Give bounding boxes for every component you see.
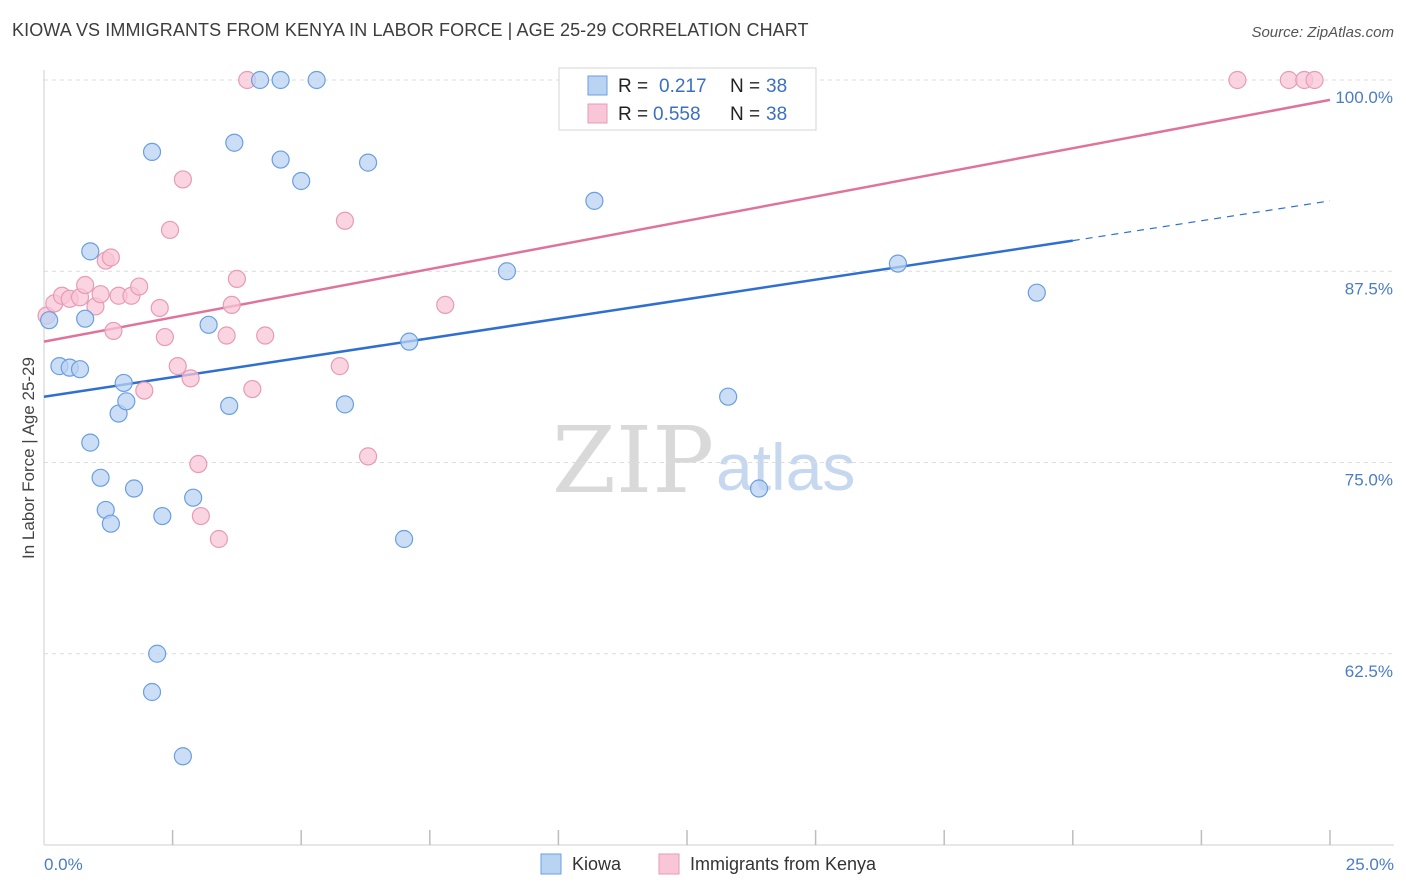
kenya-point-7 (91, 285, 110, 304)
y-tick-label-1: 87.5% (1345, 279, 1393, 298)
y-axis-label: In Labor Force | Age 25-29 (19, 357, 38, 559)
kiowa-point-23 (250, 70, 270, 90)
data-points (37, 70, 1324, 766)
legend-n-value-kenya: 38 (766, 104, 787, 125)
bottom-legend-swatch-kiowa (540, 853, 562, 875)
kenya-point-35 (1279, 70, 1298, 90)
x-tick-label-right: 25.0% (1346, 855, 1394, 874)
kiowa-point-31 (400, 332, 419, 351)
kenya-point-28 (243, 379, 262, 399)
y-tick-label-3: 62.5% (1345, 662, 1393, 681)
kenya-point-26 (227, 269, 246, 288)
source-label: Source: ZipAtlas.com (1251, 24, 1394, 41)
legend-r-value-kiowa: 0.217 (659, 76, 707, 97)
kenya-point-13 (130, 277, 149, 296)
kenya-point-15 (150, 298, 169, 318)
x-axis-ticks (171, 830, 1331, 845)
kenya-point-34 (1228, 70, 1247, 90)
kiowa-point-33 (585, 191, 604, 210)
legend-swatch-kenya (587, 103, 608, 124)
bottom-legend-swatch-kenya (658, 853, 680, 875)
legend-r-label-kenya: R = (618, 104, 648, 125)
kiowa-point-18 (173, 747, 192, 766)
kiowa-point-29 (358, 153, 378, 172)
legend-swatch-kiowa (587, 75, 608, 96)
kiowa-point-32 (497, 262, 517, 281)
kiowa-point-21 (220, 396, 239, 415)
kiowa-point-9 (101, 514, 120, 533)
kiowa-point-5 (81, 242, 100, 261)
kiowa-point-11 (114, 373, 133, 393)
kenya-point-19 (173, 170, 192, 189)
y-tick-labels: 100.0% 87.5% 75.0% 62.5% (1335, 88, 1393, 681)
kenya-point-10 (104, 321, 123, 341)
kiowa-point-28 (335, 395, 355, 414)
legend-r-value-kenya: 0.558 (653, 104, 701, 125)
trend-line-1 (43, 98, 1331, 343)
kiowa-point-14 (142, 682, 162, 702)
bottom-legend-label-kiowa: Kiowa (572, 854, 622, 874)
kiowa-point-6 (81, 433, 100, 452)
kenya-point-31 (335, 211, 355, 230)
kenya-point-25 (222, 295, 241, 315)
kenya-point-37 (1305, 70, 1324, 90)
legend-r-label-kiowa: R = (618, 76, 648, 97)
kenya-point-17 (160, 220, 180, 240)
kenya-point-20 (181, 369, 200, 388)
kiowa-point-37 (1027, 283, 1046, 302)
legend-n-value-kiowa: 38 (766, 76, 787, 97)
chart-title: KIOWA VS IMMIGRANTS FROM KENYA IN LABOR … (12, 20, 809, 40)
kiowa-point-35 (749, 479, 769, 498)
kiowa-point-19 (184, 488, 203, 507)
kenya-point-22 (191, 506, 210, 526)
watermark-zip: ZIP (552, 407, 714, 514)
kiowa-point-30 (394, 529, 414, 549)
kiowa-point-27 (307, 70, 326, 90)
kiowa-point-34 (719, 387, 738, 406)
kiowa-point-22 (225, 133, 244, 152)
kenya-point-29 (256, 326, 275, 345)
bottom-legend-label-kenya: Immigrants from Kenya (690, 854, 877, 874)
kiowa-point-25 (271, 150, 290, 169)
kiowa-point-3 (70, 360, 90, 379)
kenya-point-24 (217, 326, 236, 345)
kenya-point-33 (436, 295, 455, 315)
kiowa-point-24 (271, 70, 290, 90)
legend-n-label-kenya: N = (730, 104, 760, 125)
kenya-point-32 (358, 447, 378, 466)
trend-line-extension-0 (1072, 200, 1331, 242)
kiowa-point-20 (199, 315, 218, 334)
kenya-point-5 (76, 275, 95, 295)
kiowa-point-7 (91, 468, 110, 487)
y-tick-label-2: 75.0% (1345, 471, 1393, 490)
series-legend: Kiowa Immigrants from Kenya (540, 853, 877, 875)
y-tick-label-0: 100.0% (1335, 88, 1393, 107)
x-tick-label-left: 0.0% (44, 855, 83, 874)
kenya-point-23 (209, 529, 228, 549)
kiowa-point-26 (292, 171, 311, 191)
stats-legend: R = 0.217 N = 38 R = 0.558 N = 38 (558, 67, 817, 131)
watermark-atlas: atlas (716, 430, 855, 504)
kiowa-point-12 (117, 392, 136, 411)
kenya-point-18 (168, 357, 187, 376)
kenya-point-14 (135, 381, 154, 400)
kenya-point-16 (155, 327, 174, 347)
legend-n-label-kiowa: N = (730, 76, 760, 97)
trend-line-0 (43, 239, 1073, 398)
kenya-point-30 (330, 357, 349, 376)
kenya-point-9 (101, 248, 120, 267)
kiowa-point-16 (148, 644, 167, 663)
kiowa-point-4 (76, 309, 95, 328)
kiowa-point-15 (142, 142, 162, 162)
kiowa-point-17 (153, 506, 172, 526)
kiowa-point-0 (40, 311, 59, 330)
kiowa-point-36 (888, 254, 908, 273)
kiowa-point-13 (124, 479, 144, 498)
kenya-point-21 (189, 454, 208, 474)
